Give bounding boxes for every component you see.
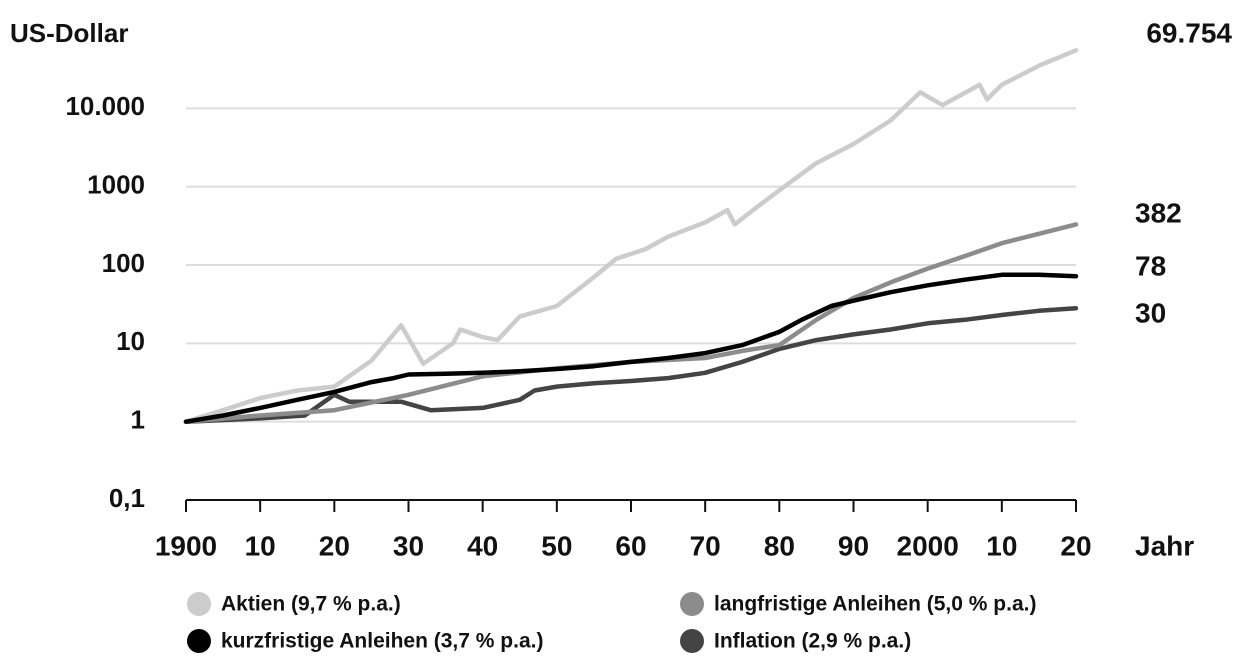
y-tick-label: 10: [116, 326, 145, 356]
end-label: 382: [1135, 197, 1182, 228]
series-line: [183, 48, 1079, 424]
y-tick-label: 1: [131, 405, 145, 435]
x-tick-label: 10: [245, 530, 276, 561]
x-tick-label: 2000: [897, 530, 959, 561]
x-tick-label: 50: [541, 530, 572, 561]
y-tick-label: 1000: [87, 170, 145, 200]
x-tick-label: 90: [838, 530, 869, 561]
x-tick-label: 20: [1060, 530, 1091, 561]
end-label: 69.754: [1146, 17, 1232, 48]
x-tick-label: 30: [393, 530, 424, 561]
legend-marker: [187, 592, 211, 616]
y-tick-label: 0,1: [109, 483, 145, 513]
y-tick-label: 100: [102, 248, 145, 278]
x-tick-label: 70: [690, 530, 721, 561]
legend-marker: [187, 629, 211, 653]
x-tick-label: 80: [764, 530, 795, 561]
end-label: 30: [1135, 297, 1166, 328]
x-tick-label: 60: [615, 530, 646, 561]
series-line: [183, 306, 1079, 424]
y-axis-label: US-Dollar: [10, 18, 128, 48]
x-tick-label: 20: [319, 530, 350, 561]
series-line: [183, 222, 1079, 424]
x-tick-label: 1900: [155, 530, 217, 561]
legend-label: kurzfristige Anleihen (3,7 % p.a.): [221, 630, 543, 653]
legend-label: Aktien (9,7 % p.a.): [221, 593, 401, 616]
x-tick-label: 40: [467, 530, 498, 561]
legend-marker: [680, 592, 704, 616]
x-axis-label: Jahr: [1135, 530, 1194, 561]
legend-label: langfristige Anleihen (5,0 % p.a.): [714, 593, 1036, 616]
legend-label: Inflation (2,9 % p.a.): [714, 630, 911, 653]
x-tick-label: 10: [986, 530, 1017, 561]
end-label: 78: [1135, 250, 1166, 281]
legend-marker: [680, 629, 704, 653]
y-tick-label: 10.000: [65, 91, 145, 121]
series-line: [183, 272, 1079, 424]
